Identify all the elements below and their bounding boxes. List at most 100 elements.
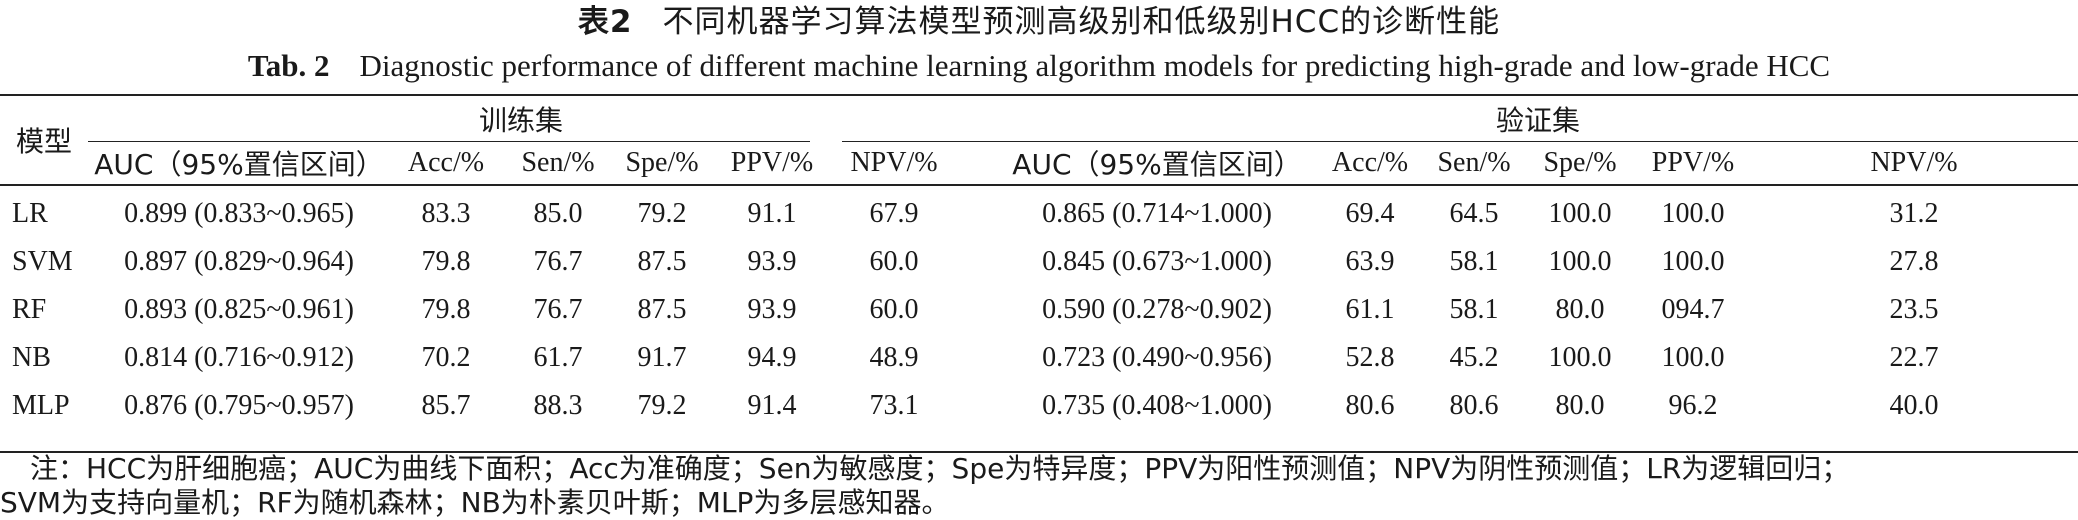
cell: 85.0 bbox=[533, 198, 583, 229]
caption-chinese: 表2 不同机器学习算法模型预测高级别和低级别HCC的诊断性能 bbox=[0, 2, 2078, 42]
col-header-auc-train: AUC（95%置信区间） bbox=[94, 147, 384, 181]
table-header-rule bbox=[0, 184, 2078, 186]
table-row: MLP 0.876 (0.795~0.957) 85.7 88.3 79.2 9… bbox=[0, 382, 2078, 430]
col-header-sen-train: Sen/% bbox=[521, 146, 595, 178]
cell: 61.7 bbox=[533, 342, 583, 373]
table-top-rule bbox=[0, 94, 2078, 96]
cell: 83.3 bbox=[421, 198, 471, 229]
note-line-2: SVM为支持向量机；RF为随机森林；NB为朴素贝叶斯；MLP为多层感知器。 bbox=[0, 486, 950, 519]
cell: 91.7 bbox=[637, 342, 687, 373]
cell: 93.9 bbox=[747, 246, 797, 277]
col-header-npv-train: NPV/% bbox=[850, 146, 938, 178]
cell: 45.2 bbox=[1449, 342, 1499, 373]
column-header-row: AUC（95%置信区间） Acc/% Sen/% Spe/% PPV/% NPV… bbox=[0, 141, 2078, 184]
cell: 0.735 (0.408~1.000) bbox=[1042, 390, 1272, 421]
cell: 80.6 bbox=[1449, 390, 1499, 421]
caption-english: Tab. 2 Diagnostic performance of differen… bbox=[0, 46, 2078, 86]
train-group-rule bbox=[88, 141, 810, 142]
cell: 64.5 bbox=[1449, 198, 1499, 229]
cell: 76.7 bbox=[533, 294, 583, 325]
cell: 23.5 bbox=[1889, 294, 1939, 325]
cell: 70.2 bbox=[421, 342, 471, 373]
group-header-row: 模型 训练集 验证集 bbox=[0, 96, 2078, 159]
model-name: NB bbox=[12, 342, 51, 373]
cell: 96.2 bbox=[1668, 390, 1718, 421]
cell: 40.0 bbox=[1889, 390, 1939, 421]
cell: 61.1 bbox=[1345, 294, 1395, 325]
cell: 79.8 bbox=[421, 246, 471, 277]
col-header-acc-valid: Acc/% bbox=[1331, 146, 1409, 178]
note-line-1: 注：HCC为肝细胞癌；AUC为曲线下面积；Acc为准确度；Sen为敏感度；Spe… bbox=[30, 452, 1850, 485]
cell: 0.590 (0.278~0.902) bbox=[1042, 294, 1272, 325]
train-group-header: 训练集 bbox=[479, 103, 564, 137]
col-header-ppv-valid: PPV/% bbox=[1651, 146, 1735, 178]
cell: 48.9 bbox=[869, 342, 919, 373]
performance-table: 模型 训练集 验证集 AUC（95%置信区间） Acc/% Sen/% Spe/… bbox=[0, 96, 2078, 430]
valid-group-rule bbox=[842, 141, 2078, 142]
col-header-spe-valid: Spe/% bbox=[1543, 146, 1617, 178]
col-header-auc-valid: AUC（95%置信区间） bbox=[1012, 147, 1302, 181]
cell: 100.0 bbox=[1661, 342, 1725, 373]
table-row: SVM 0.897 (0.829~0.964) 79.8 76.7 87.5 9… bbox=[0, 238, 2078, 286]
cell: 80.6 bbox=[1345, 390, 1395, 421]
cell: 22.7 bbox=[1889, 342, 1939, 373]
cell: 0.897 (0.829~0.964) bbox=[124, 246, 354, 277]
cell: 60.0 bbox=[869, 294, 919, 325]
cell: 0.876 (0.795~0.957) bbox=[124, 390, 354, 421]
model-name: RF bbox=[12, 294, 47, 325]
cell: 0.845 (0.673~1.000) bbox=[1042, 246, 1272, 277]
cell: 100.0 bbox=[1661, 246, 1725, 277]
valid-group-header: 验证集 bbox=[1496, 103, 1581, 137]
cell: 0.865 (0.714~1.000) bbox=[1042, 198, 1272, 229]
cell: 100.0 bbox=[1548, 198, 1612, 229]
cell: 094.7 bbox=[1661, 294, 1725, 325]
cell: 0.723 (0.490~0.956) bbox=[1042, 342, 1272, 373]
col-header-npv-valid: NPV/% bbox=[1870, 146, 1958, 178]
cell: 79.2 bbox=[637, 198, 687, 229]
cell: 69.4 bbox=[1345, 198, 1395, 229]
col-header-sen-valid: Sen/% bbox=[1437, 146, 1511, 178]
model-header: 模型 bbox=[15, 125, 72, 158]
table-row: NB 0.814 (0.716~0.912) 70.2 61.7 91.7 94… bbox=[0, 334, 2078, 382]
caption-cn-title: 不同机器学习算法模型预测高级别和低级别HCC的诊断性能 bbox=[662, 4, 1501, 40]
cell: 76.7 bbox=[533, 246, 583, 277]
cell: 63.9 bbox=[1345, 246, 1395, 277]
cell: 0.893 (0.825~0.961) bbox=[124, 294, 354, 325]
col-header-acc-train: Acc/% bbox=[407, 146, 485, 178]
col-header-ppv-train: PPV/% bbox=[730, 146, 814, 178]
table-note: 注：HCC为肝细胞癌；AUC为曲线下面积；Acc为准确度；Sen为敏感度；Spe… bbox=[0, 452, 2078, 520]
cell: 58.1 bbox=[1449, 246, 1499, 277]
cell: 94.9 bbox=[747, 342, 797, 373]
cell: 79.8 bbox=[421, 294, 471, 325]
cell: 80.0 bbox=[1555, 294, 1605, 325]
cell: 87.5 bbox=[637, 294, 687, 325]
cell: 60.0 bbox=[869, 246, 919, 277]
cell: 88.3 bbox=[533, 390, 583, 421]
caption-cn-label: 表2 bbox=[577, 4, 633, 40]
model-name: MLP bbox=[12, 390, 70, 421]
caption-en-label: Tab. 2 bbox=[247, 48, 330, 83]
cell: 0.814 (0.716~0.912) bbox=[124, 342, 354, 373]
table-row: RF 0.893 (0.825~0.961) 79.8 76.7 87.5 93… bbox=[0, 286, 2078, 334]
cell: 100.0 bbox=[1548, 342, 1612, 373]
table-row: LR 0.899 (0.833~0.965) 83.3 85.0 79.2 91… bbox=[0, 184, 2078, 238]
cell: 91.1 bbox=[747, 198, 797, 229]
cell: 79.2 bbox=[637, 390, 687, 421]
cell: 85.7 bbox=[421, 390, 471, 421]
col-header-spe-train: Spe/% bbox=[625, 146, 699, 178]
cell: 100.0 bbox=[1548, 246, 1612, 277]
cell: 52.8 bbox=[1345, 342, 1395, 373]
cell: 93.9 bbox=[747, 294, 797, 325]
cell: 0.899 (0.833~0.965) bbox=[124, 198, 354, 229]
cell: 67.9 bbox=[869, 198, 919, 229]
cell: 80.0 bbox=[1555, 390, 1605, 421]
table-bottom-rule bbox=[0, 451, 2078, 453]
model-name: SVM bbox=[12, 246, 73, 277]
cell: 87.5 bbox=[637, 246, 687, 277]
model-name: LR bbox=[12, 198, 48, 229]
cell: 31.2 bbox=[1889, 198, 1939, 229]
cell: 27.8 bbox=[1889, 246, 1939, 277]
cell: 100.0 bbox=[1661, 198, 1725, 229]
cell: 58.1 bbox=[1449, 294, 1499, 325]
caption-en-title: Diagnostic performance of different mach… bbox=[359, 48, 1831, 83]
